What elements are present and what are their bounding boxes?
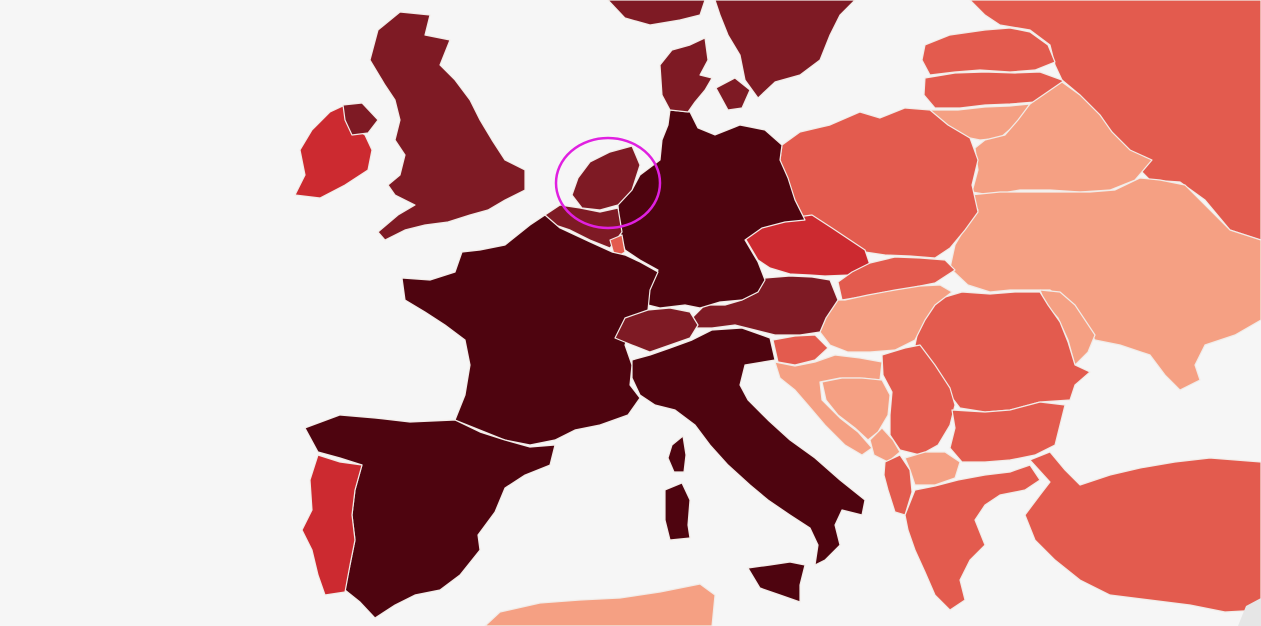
country-slovenia[interactable] [772,334,829,366]
country-denmark[interactable] [659,37,713,113]
country-serbia[interactable] [881,344,956,456]
country-north-africa[interactable] [484,583,716,626]
country-montenegro[interactable] [869,427,901,463]
country-portugal[interactable] [301,454,363,596]
country-france[interactable] [401,214,659,446]
country-belarus[interactable] [971,81,1153,196]
country-italy[interactable] [631,327,866,566]
country-croatia[interactable] [774,354,883,456]
country-switzerland[interactable] [614,307,699,353]
country-bulgaria[interactable] [949,401,1066,463]
country-belgium[interactable] [544,204,623,249]
country-sweden[interactable] [714,0,856,99]
country-ukraine[interactable] [949,177,1261,391]
country-northern-ireland[interactable] [342,102,379,136]
country-north-macedonia[interactable] [904,451,961,486]
country-sicily[interactable] [747,561,806,603]
country-denmark-zealand[interactable] [715,77,751,111]
country-turkey[interactable] [1024,451,1261,613]
country-corsica[interactable] [667,435,687,473]
country-netherlands[interactable] [571,145,641,211]
country-greece[interactable] [904,464,1041,611]
country-estonia[interactable] [921,27,1056,76]
country-great-britain[interactable] [369,11,526,241]
country-sardinia[interactable] [664,482,691,541]
map-corner-control[interactable] [1238,598,1261,626]
country-bosnia[interactable] [821,377,891,441]
country-norway[interactable] [607,0,706,26]
country-hungary[interactable] [819,284,953,353]
highlight-circle-netherlands [554,136,662,230]
